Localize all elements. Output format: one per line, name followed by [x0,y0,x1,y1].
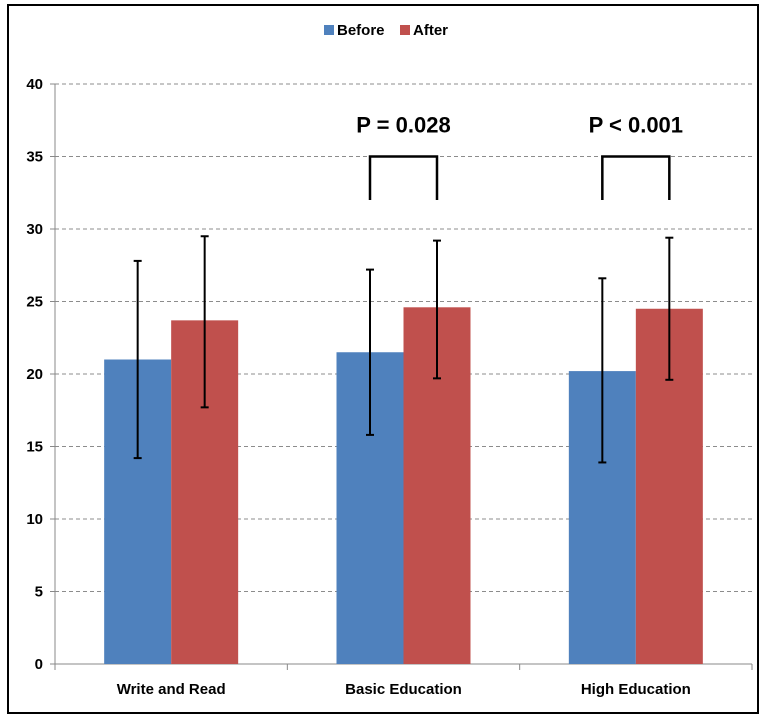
legend-swatch-after [400,25,410,35]
p-value-label-1: P < 0.001 [589,113,683,138]
significance-bracket-0 [368,155,439,200]
significance-bracket-1 [601,155,671,200]
y-tick-label-0: 0 [35,656,43,673]
annotations: P = 0.028 P < 0.001 [356,113,683,200]
axes: 0 5 10 15 20 25 30 35 40 Write and Read Basic Educ… [26,76,753,698]
legend-swatch-before [324,25,334,35]
y-tick-label-25: 25 [26,294,43,311]
legend-label-after: After [413,22,448,39]
y-tick-label-5: 5 [35,584,43,601]
legend-label-before: Before [337,22,385,39]
p-value-label-0: P = 0.028 [356,113,450,138]
y-tick-label-35: 35 [26,149,43,166]
x-category-label-2: High Education [581,681,691,698]
bars [104,307,703,664]
y-tick-label-20: 20 [26,366,43,383]
y-tick-label-30: 30 [26,221,43,238]
y-tick-label-40: 40 [26,76,43,93]
legend: Before After [324,22,448,39]
x-category-label-0: Write and Read [117,681,226,698]
y-tick-label-10: 10 [26,511,43,528]
y-tick-label-15: 15 [26,439,43,456]
error-bars [133,235,674,464]
x-category-label-1: Basic Education [345,681,462,698]
